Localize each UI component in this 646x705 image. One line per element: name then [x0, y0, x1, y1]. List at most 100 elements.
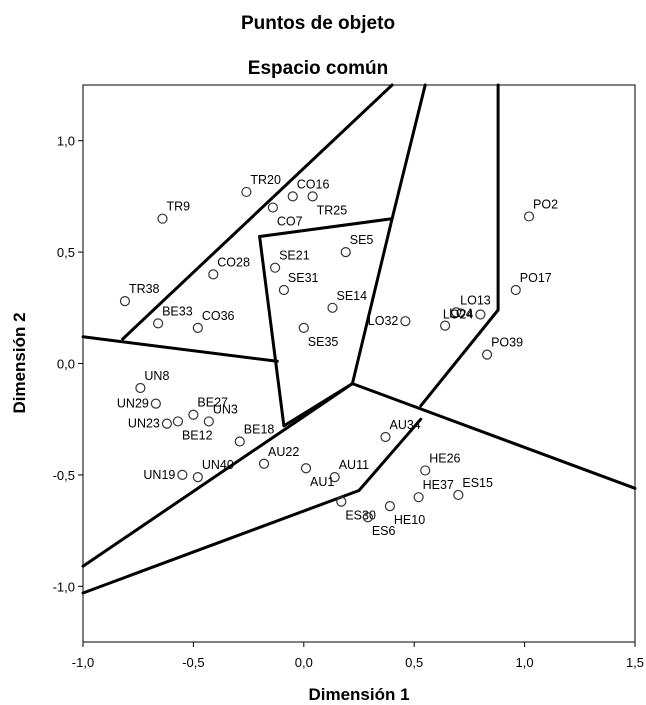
- data-point: [208, 269, 219, 280]
- point-label: SE5: [350, 233, 374, 247]
- point-label: UN23: [128, 417, 160, 431]
- point-label: UN40: [202, 458, 234, 472]
- data-point: [420, 465, 431, 476]
- point-label: LO4: [449, 307, 473, 321]
- data-point: [203, 416, 214, 427]
- point-label: LO24: [443, 307, 474, 321]
- data-point: [413, 492, 424, 503]
- point-label: CO7: [277, 215, 303, 229]
- point-label: UN29: [117, 397, 149, 411]
- data-point: [241, 186, 252, 198]
- point-label: LO32: [368, 314, 399, 328]
- data-point: [380, 431, 391, 443]
- data-point: [287, 191, 298, 202]
- region-boundary: [81, 382, 637, 568]
- data-point: [258, 458, 270, 469]
- data-point: [177, 469, 188, 480]
- data-point: [510, 284, 521, 296]
- data-point: [453, 489, 464, 501]
- x-tick-label: -1,0: [72, 655, 94, 670]
- region-boundary: [81, 335, 279, 363]
- point-label: BE27: [197, 396, 228, 410]
- data-point: [440, 320, 451, 331]
- point-label: UN8: [144, 369, 169, 383]
- axis-ticks: -1,0 -0,5 0,0 0,5 1,0 1,5 1,0 0,5 0,0 -0,5 -1,0: [53, 134, 644, 670]
- point-label: AU22: [268, 445, 299, 459]
- x-tick-label: 1,0: [516, 655, 534, 670]
- data-point: [157, 213, 168, 224]
- y-axis-label: Dimensión 2: [10, 312, 29, 413]
- point-label: UN19: [143, 468, 175, 482]
- data-point: [327, 302, 338, 313]
- point-label: UN3: [213, 402, 238, 416]
- chart-subtitle: Espacio común: [248, 58, 388, 79]
- point-label: TR38: [129, 282, 160, 296]
- y-tick-label: -0,5: [53, 468, 75, 483]
- data-point: [298, 322, 309, 333]
- data-point: [234, 436, 245, 447]
- region-boundary: [350, 217, 394, 386]
- y-tick-label: 0,5: [57, 245, 75, 260]
- point-label: SE31: [288, 271, 319, 285]
- point-label: CO28: [217, 255, 250, 269]
- y-tick-label: 0,0: [57, 357, 75, 372]
- object-points: TR9 TR20 CO16 TR25 CO7 PO2 SE21 SE5 CO28 SE31 PO17…: [117, 173, 558, 538]
- x-tick-label: 1,5: [626, 655, 644, 670]
- region-boundary: [121, 83, 394, 341]
- point-label: AU1: [310, 475, 334, 489]
- point-label: HE37: [423, 478, 454, 492]
- data-point: [384, 500, 396, 512]
- data-point: [362, 512, 373, 523]
- data-point: [192, 472, 203, 483]
- data-point: [451, 307, 462, 318]
- x-tick-label: 0,0: [295, 655, 313, 670]
- region-boundary: [81, 417, 423, 595]
- point-label: PO39: [491, 336, 523, 350]
- x-tick-label: 0,5: [405, 655, 423, 670]
- point-label: ES15: [462, 476, 493, 490]
- region-boundary: [258, 217, 394, 238]
- x-tick-label: -0,5: [182, 655, 204, 670]
- data-point: [269, 262, 281, 273]
- point-label: BE18: [244, 422, 275, 436]
- data-point: [329, 472, 340, 483]
- point-label: SE14: [337, 289, 368, 303]
- data-point: [400, 316, 411, 327]
- point-label: TR9: [166, 200, 190, 214]
- point-label: SE35: [308, 335, 339, 349]
- point-label: ES30: [345, 509, 376, 523]
- data-point: [267, 202, 278, 213]
- point-label: BE12: [182, 428, 213, 442]
- point-label: HE26: [429, 451, 460, 465]
- data-point: [475, 309, 486, 320]
- region-boundary: [419, 83, 500, 408]
- data-point: [172, 416, 184, 427]
- point-label: AU34: [389, 418, 420, 432]
- point-label: HE10: [394, 513, 425, 527]
- data-point: [278, 284, 290, 296]
- point-label: CO16: [297, 177, 330, 191]
- point-label: TR25: [317, 203, 348, 217]
- point-label: BE33: [162, 304, 193, 318]
- data-point: [523, 211, 535, 222]
- data-point: [188, 409, 199, 420]
- point-label: PO17: [520, 271, 552, 285]
- data-point: [340, 247, 351, 258]
- point-label: CO36: [202, 309, 235, 323]
- point-label: AU11: [339, 458, 369, 472]
- data-point: [135, 382, 146, 394]
- point-label: ES6: [372, 524, 396, 538]
- data-point: [192, 322, 203, 333]
- data-point: [336, 496, 347, 507]
- plot-area: [82, 84, 636, 643]
- y-tick-label: -1,0: [53, 579, 75, 594]
- data-point: [161, 418, 173, 429]
- data-point: [481, 349, 493, 360]
- data-point: [307, 191, 318, 202]
- data-point: [150, 398, 161, 409]
- point-label: LO13: [460, 293, 491, 307]
- x-axis-label: Dimensión 1: [308, 685, 409, 704]
- data-point: [152, 318, 164, 329]
- point-label: TR20: [250, 173, 281, 187]
